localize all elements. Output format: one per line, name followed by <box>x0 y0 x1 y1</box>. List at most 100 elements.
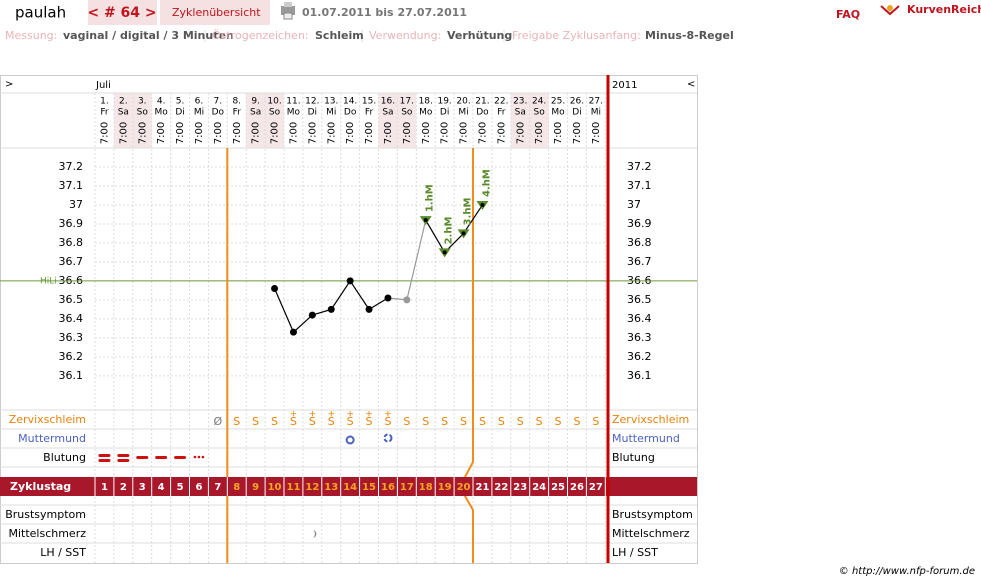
cycle-label: Zyklustag <box>10 480 71 493</box>
weekend-shade <box>265 93 284 148</box>
y-tick-label-right: 36.5 <box>627 293 652 306</box>
day-number: 22. <box>494 97 508 107</box>
cycle-box[interactable] <box>88 0 157 25</box>
day-number: 7. <box>214 97 223 107</box>
high-label: 3.hM <box>463 198 474 226</box>
time: 7:00 <box>534 122 545 144</box>
cycle-day: 27 <box>589 482 603 493</box>
time: 7:00 <box>307 122 318 144</box>
time: 7:00 <box>572 122 583 144</box>
cycle-nav[interactable]: < # 64 > <box>87 5 156 21</box>
y-tick-label: 36.8 <box>59 236 84 249</box>
overview-box[interactable] <box>160 0 270 25</box>
zervix-value: S <box>252 415 259 428</box>
printer-icon[interactable] <box>281 2 295 20</box>
zervix-plus: + <box>365 410 373 420</box>
day-number: 4. <box>157 97 166 107</box>
cycle-day: 19 <box>438 482 452 493</box>
temp-segment <box>349 280 370 310</box>
y-tick-label-right: 36.3 <box>627 331 652 344</box>
weekend-shade <box>246 93 266 148</box>
cycle-day: 23 <box>513 482 527 493</box>
temp-point <box>365 305 373 313</box>
temp-segment <box>293 314 313 333</box>
weekday: Mo <box>287 108 301 118</box>
time: 7:00 <box>477 122 488 144</box>
temp-point <box>327 305 335 313</box>
row-label: Mittelschmerz <box>8 527 86 540</box>
row-label-right: Zervixschleim <box>612 413 689 426</box>
time: 7:00 <box>156 122 167 144</box>
logo[interactable]: KurvenReich <box>907 3 981 16</box>
zervix-value: S <box>271 415 278 428</box>
row-label: Blutung <box>43 451 86 464</box>
time: 7:00 <box>383 122 394 144</box>
y-tick-label-right: 37 <box>627 198 641 211</box>
faq-link[interactable]: FAQ <box>836 8 860 21</box>
weekday: Fr <box>233 108 242 118</box>
weekday: So <box>401 108 413 118</box>
bleeding-mark <box>136 456 149 459</box>
muttermund-icon <box>345 435 355 445</box>
y-tick-label-right: 36.9 <box>627 217 652 230</box>
setting-value: Minus-8-Regel <box>645 29 734 42</box>
nav-prev[interactable]: > <box>5 79 13 90</box>
temp-point <box>384 294 392 302</box>
day-number: 16. <box>381 97 395 107</box>
weekday: Sa <box>515 108 526 118</box>
cycle-day: 20 <box>457 482 471 493</box>
setting-label: Verwendung: <box>369 29 441 42</box>
bleeding-mark <box>98 459 111 462</box>
day-number: 17. <box>400 97 414 107</box>
bleeding-dot <box>201 455 205 459</box>
y-tick-label: 36.4 <box>59 312 84 325</box>
day-number: 10. <box>267 97 281 107</box>
row-label: Zervixschleim <box>9 413 86 426</box>
zervix-value: S <box>403 415 410 428</box>
nav-next[interactable]: < <box>687 79 695 90</box>
cycle-day: 8 <box>233 482 240 493</box>
chart-frame <box>0 75 698 564</box>
weekday: Do <box>476 108 489 118</box>
day-number: 6. <box>195 97 204 107</box>
temp-point <box>442 250 447 255</box>
zervix-value: S <box>460 415 467 428</box>
bleeding-dot <box>197 455 201 459</box>
day-number: 25. <box>551 97 565 107</box>
day-number: 3. <box>138 97 147 107</box>
y-tick-label: 36.2 <box>59 350 84 363</box>
weekday: Sa <box>382 108 393 118</box>
row-label-right: Blutung <box>612 451 655 464</box>
y-tick-label: 37.2 <box>59 160 84 173</box>
cycle-day: 12 <box>305 482 319 493</box>
zervix-value: S <box>555 415 562 428</box>
zervix-plus: + <box>290 410 298 420</box>
weekday: Di <box>572 108 581 118</box>
bleeding-dot <box>193 455 197 459</box>
temp-point <box>461 231 466 236</box>
row-label-right: LH / SST <box>612 546 658 559</box>
bleeding-mark <box>98 454 111 457</box>
high-label: 4.hM <box>481 169 492 197</box>
day-number: 5. <box>176 97 185 107</box>
day-number: 21. <box>475 97 489 107</box>
y-tick-label-right: 37.1 <box>627 179 652 192</box>
row-label: LH / SST <box>40 546 86 559</box>
y-tick-label-right: 36.8 <box>627 236 652 249</box>
day-number: 27. <box>589 97 603 107</box>
cycle-day: 2 <box>120 482 127 493</box>
row-label-right: Brustsymptom <box>612 508 693 521</box>
zervix-value: Ø <box>214 415 223 428</box>
temp-segment <box>330 280 351 310</box>
bleeding-mark <box>155 456 168 459</box>
y-tick-label: 36.5 <box>59 293 84 306</box>
zervix-value: S <box>422 415 429 428</box>
weekday: Fr <box>100 108 109 118</box>
weekday: Fr <box>365 108 374 118</box>
weekday: Sa <box>250 108 261 118</box>
y-tick-label-right: 37.2 <box>627 160 652 173</box>
zervix-value: S <box>517 415 524 428</box>
time: 7:00 <box>232 122 243 144</box>
overview-link[interactable]: Zyklenübersicht <box>172 6 261 19</box>
muttermund-icon <box>383 433 393 443</box>
